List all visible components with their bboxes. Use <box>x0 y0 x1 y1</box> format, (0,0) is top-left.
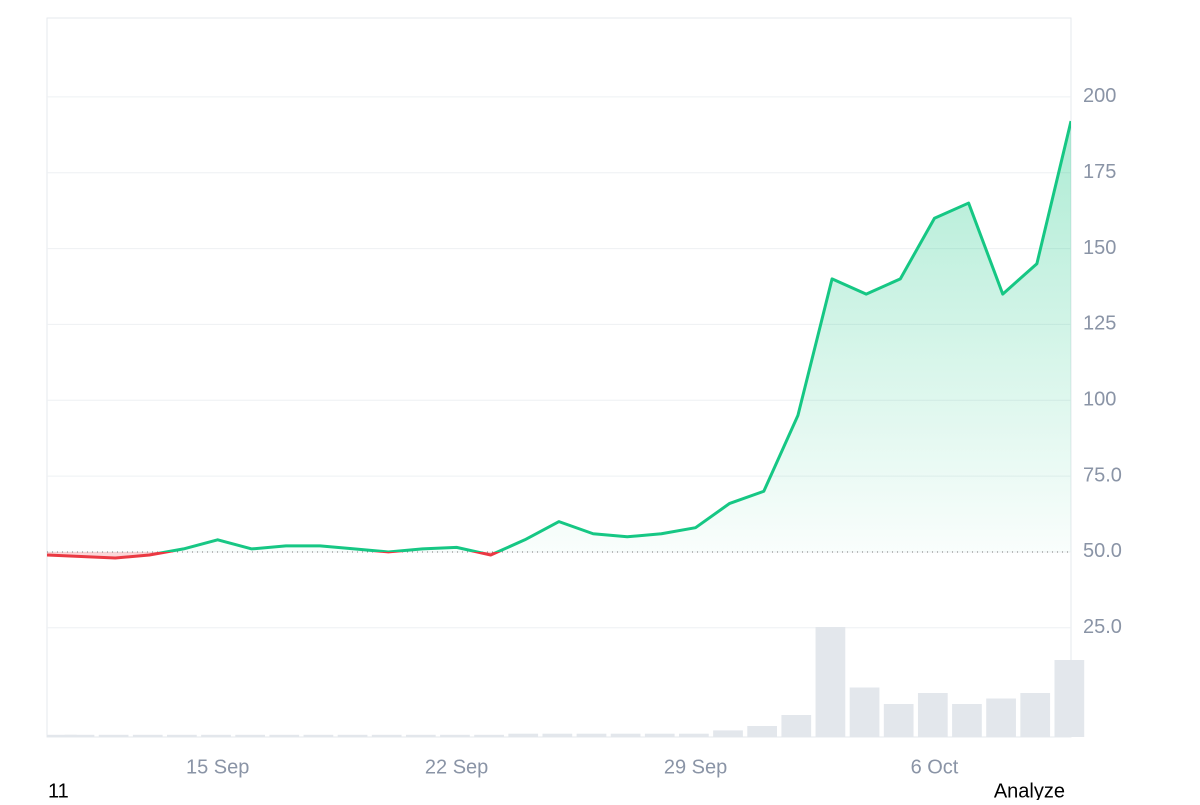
volume-bar <box>371 734 402 737</box>
x-tick-label: 6 Oct <box>911 756 959 778</box>
volume-bar <box>883 704 914 737</box>
volume-bar <box>132 734 163 737</box>
y-tick-label: 125 <box>1083 313 1116 335</box>
volume-bar <box>1020 693 1051 737</box>
y-tick-label: 175 <box>1083 161 1116 183</box>
x-tick-label: 29 Sep <box>664 756 727 778</box>
volume-bar <box>815 627 846 737</box>
volume-bar <box>508 733 539 737</box>
volume-bar <box>1054 660 1085 737</box>
volume-bar <box>303 734 334 737</box>
volume-bar <box>610 733 641 737</box>
volume-bar <box>713 730 743 737</box>
volume-bar <box>644 733 675 737</box>
volume-bar <box>849 687 880 737</box>
volume-bar <box>781 715 812 737</box>
volume-bar <box>47 734 77 737</box>
volume-bar <box>986 698 1016 737</box>
y-tick-label: 200 <box>1083 85 1116 107</box>
x-tick-label: 15 Sep <box>186 756 249 778</box>
volume-bar <box>917 693 948 737</box>
volume-bar <box>98 734 129 737</box>
volume-bar <box>679 733 709 737</box>
volume-bar <box>235 734 266 737</box>
volume-bar <box>952 704 982 737</box>
y-tick-label: 75.0 <box>1083 464 1122 486</box>
x-tick-label: 22 Sep <box>425 756 488 778</box>
volume-bar <box>440 734 470 737</box>
area-up <box>166 121 1071 552</box>
volume-bar <box>474 734 504 737</box>
y-tick-label: 150 <box>1083 237 1116 259</box>
volume-bar <box>405 734 436 737</box>
y-tick-label: 25.0 <box>1083 616 1122 638</box>
volume-bar <box>201 734 231 737</box>
volume-bar <box>64 734 95 737</box>
footer-left: 11 <box>48 780 69 800</box>
y-tick-label: 50.0 <box>1083 540 1122 562</box>
volume-bar <box>576 733 607 737</box>
volume-bar <box>747 726 778 737</box>
footer-right[interactable]: Analyze <box>994 780 1065 802</box>
line-up <box>157 120 1071 552</box>
volume-bar <box>167 734 197 737</box>
volume-bar <box>269 734 300 737</box>
area-down <box>47 551 1071 559</box>
volume-bar <box>337 734 368 737</box>
y-tick-label: 100 <box>1083 389 1116 411</box>
volume-bar <box>542 733 573 737</box>
